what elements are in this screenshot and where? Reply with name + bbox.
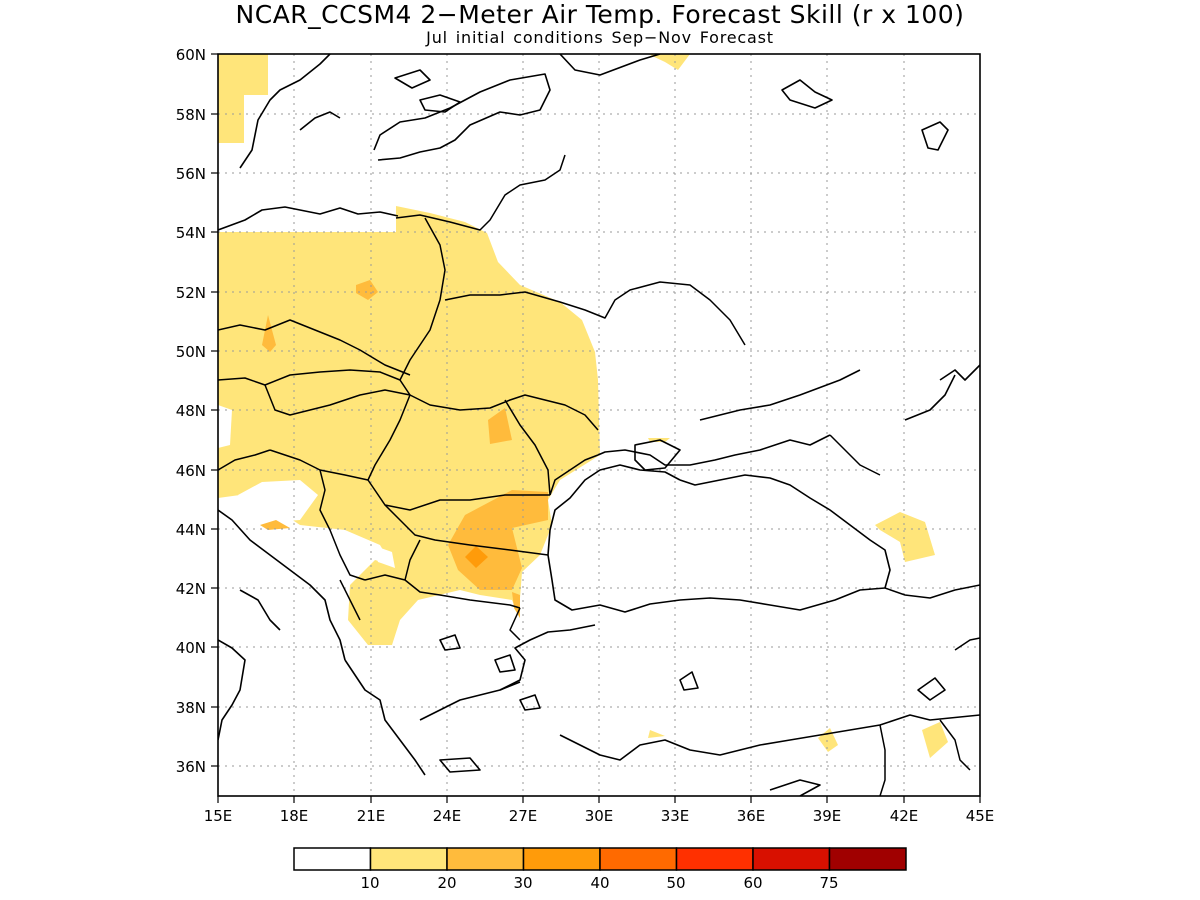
colorbar-swatch <box>752 847 831 871</box>
y-tick-label: 54N <box>176 224 206 242</box>
y-tick-label: 38N <box>176 699 206 717</box>
colorbar-label: 40 <box>590 874 609 892</box>
gridlines <box>218 54 980 796</box>
y-tick-label: 44N <box>176 521 206 539</box>
x-tick-label: 33E <box>661 807 690 825</box>
colorbar-label: 50 <box>666 874 685 892</box>
colorbar-swatch <box>522 847 601 871</box>
y-tick-label: 58N <box>176 106 206 124</box>
colorbar-swatch <box>369 847 448 871</box>
map-title: NCAR_CCSM4 2−Meter Air Temp. Forecast Sk… <box>235 0 965 29</box>
x-tick-label: 30E <box>585 807 614 825</box>
country-borders <box>218 154 980 796</box>
colorbar-label: 60 <box>743 874 762 892</box>
skill-holes <box>218 405 395 568</box>
map-area <box>218 54 980 796</box>
x-tick-label: 18E <box>280 807 309 825</box>
y-tick-labels: 60N 58N 56N 54N 52N 50N 48N 46N 44N 42N … <box>176 46 206 776</box>
y-tick-label: 42N <box>176 580 206 598</box>
y-tick-label: 52N <box>176 284 206 302</box>
map-subtitle: Jul initial conditions Sep−Nov Forecast <box>426 28 774 47</box>
colorbar-swatch <box>599 847 678 871</box>
colorbar: 10 20 30 40 50 60 75 <box>293 847 907 892</box>
colorbar-label: 10 <box>360 874 379 892</box>
y-tick-label: 48N <box>176 402 206 420</box>
y-tick-label: 36N <box>176 758 206 776</box>
coastlines <box>218 54 980 796</box>
y-tick-label: 50N <box>176 343 206 361</box>
x-tick-label: 36E <box>737 807 766 825</box>
colorbar-swatch <box>293 847 372 871</box>
colorbar-label: 20 <box>437 874 456 892</box>
y-tick-label: 46N <box>176 462 206 480</box>
y-tick-label: 56N <box>176 165 206 183</box>
colorbar-label: 30 <box>513 874 532 892</box>
x-tick-label: 24E <box>433 807 462 825</box>
x-tick-label: 27E <box>509 807 538 825</box>
x-tick-label: 45E <box>966 807 995 825</box>
x-tick-label: 39E <box>813 807 842 825</box>
colorbar-swatch <box>828 847 907 871</box>
colorbar-label: 75 <box>819 874 838 892</box>
x-tick-label: 15E <box>204 807 233 825</box>
x-tick-label: 42E <box>890 807 919 825</box>
y-tick-label: 40N <box>176 639 206 657</box>
x-tick-label: 21E <box>357 807 386 825</box>
y-tick-label: 60N <box>176 46 206 64</box>
colorbar-swatch <box>446 847 525 871</box>
tick-marks <box>211 53 981 803</box>
colorbar-swatch <box>675 847 754 871</box>
x-tick-labels: 15E 18E 21E 24E 27E 30E 33E 36E 39E 42E … <box>204 807 995 825</box>
skill-shading-30-40 <box>465 546 488 568</box>
